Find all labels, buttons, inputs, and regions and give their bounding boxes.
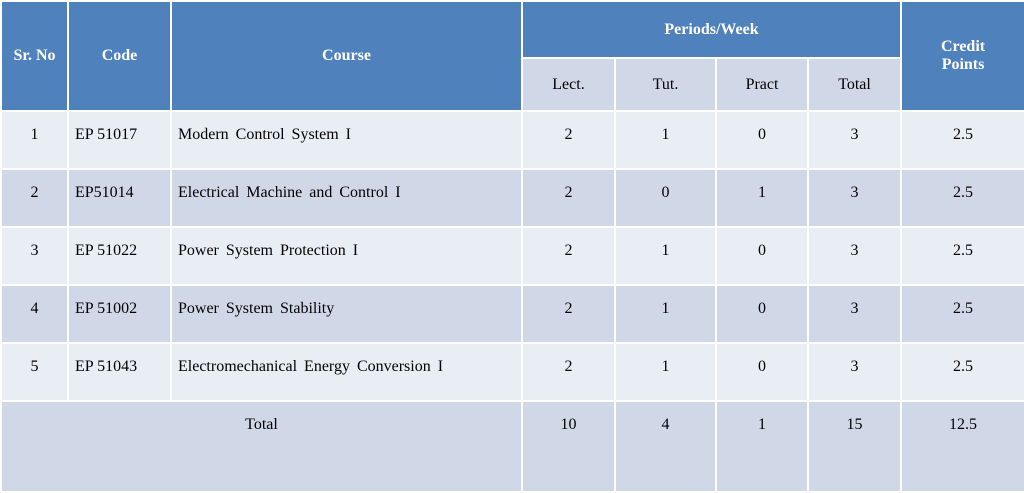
table-row: 1 EP 51017 Modern Control System I 2 1 0…: [0, 110, 1024, 170]
header-periods-week: Periods/Week: [520, 0, 903, 59]
cell-pract: 0: [715, 110, 809, 170]
cell-sr: 4: [0, 284, 69, 344]
cell-total: 3: [806, 168, 903, 228]
header-sr-no: Sr. No: [0, 0, 69, 112]
total-row: Total 10 4 1 15 12.5: [0, 400, 1024, 493]
header-tut: Tut.: [614, 57, 717, 112]
total-credit: 12.5: [900, 400, 1024, 493]
cell-credit: 2.5: [900, 168, 1024, 228]
cell-sr: 3: [0, 226, 69, 286]
cell-pract: 0: [715, 342, 809, 402]
table-row: 3 EP 51022 Power System Protection I 2 1…: [0, 226, 1024, 286]
total-tut: 4: [614, 400, 717, 493]
cell-sr: 2: [0, 168, 69, 228]
table-body: 1 EP 51017 Modern Control System I 2 1 0…: [0, 110, 1024, 493]
cell-lect: 2: [521, 168, 616, 228]
total-lect: 10: [521, 400, 616, 493]
cell-course: Power System Protection I: [170, 226, 523, 286]
cell-total: 3: [806, 110, 903, 170]
cell-tut: 1: [614, 284, 717, 344]
cell-tut: 1: [614, 226, 717, 286]
cell-lect: 2: [521, 284, 616, 344]
header-pract: Pract: [715, 57, 809, 112]
header-credit-points: Credit Points: [900, 0, 1024, 112]
cell-credit: 2.5: [900, 342, 1024, 402]
cell-pract: 0: [715, 226, 809, 286]
cell-total: 3: [806, 342, 903, 402]
cell-lect: 2: [521, 110, 616, 170]
total-total: 15: [806, 400, 903, 493]
cell-credit: 2.5: [900, 226, 1024, 286]
cell-course: Electrical Machine and Control I: [170, 168, 523, 228]
cell-tut: 0: [614, 168, 717, 228]
cell-total: 3: [806, 284, 903, 344]
cell-code: EP 51002: [67, 284, 172, 344]
cell-credit: 2.5: [900, 284, 1024, 344]
cell-sr: 5: [0, 342, 69, 402]
cell-code: EP 51017: [67, 110, 172, 170]
cell-code: EP 51043: [67, 342, 172, 402]
cell-pract: 0: [715, 284, 809, 344]
cell-course: Modern Control System I: [170, 110, 523, 170]
cell-code: EP51014: [67, 168, 172, 228]
header-total: Total: [806, 57, 903, 112]
cell-total: 3: [806, 226, 903, 286]
table-header: Sr. No Code Course Periods/Week Credit P…: [0, 0, 1024, 112]
cell-tut: 1: [614, 342, 717, 402]
cell-lect: 2: [521, 342, 616, 402]
cell-sr: 1: [0, 110, 69, 170]
header-code: Code: [67, 0, 172, 112]
cell-lect: 2: [521, 226, 616, 286]
total-pract: 1: [715, 400, 809, 493]
table-row: 2 EP51014 Electrical Machine and Control…: [0, 168, 1024, 228]
table-row: 4 EP 51002 Power System Stability 2 1 0 …: [0, 284, 1024, 344]
header-lect: Lect.: [521, 57, 616, 112]
cell-tut: 1: [614, 110, 717, 170]
cell-code: EP 51022: [67, 226, 172, 286]
cell-course: Electromechanical Energy Conversion I: [170, 342, 523, 402]
total-label: Total: [0, 400, 523, 493]
cell-credit: 2.5: [900, 110, 1024, 170]
header-course: Course: [170, 0, 523, 112]
table-row: 5 EP 51043 Electromechanical Energy Conv…: [0, 342, 1024, 402]
cell-course: Power System Stability: [170, 284, 523, 344]
cell-pract: 1: [715, 168, 809, 228]
